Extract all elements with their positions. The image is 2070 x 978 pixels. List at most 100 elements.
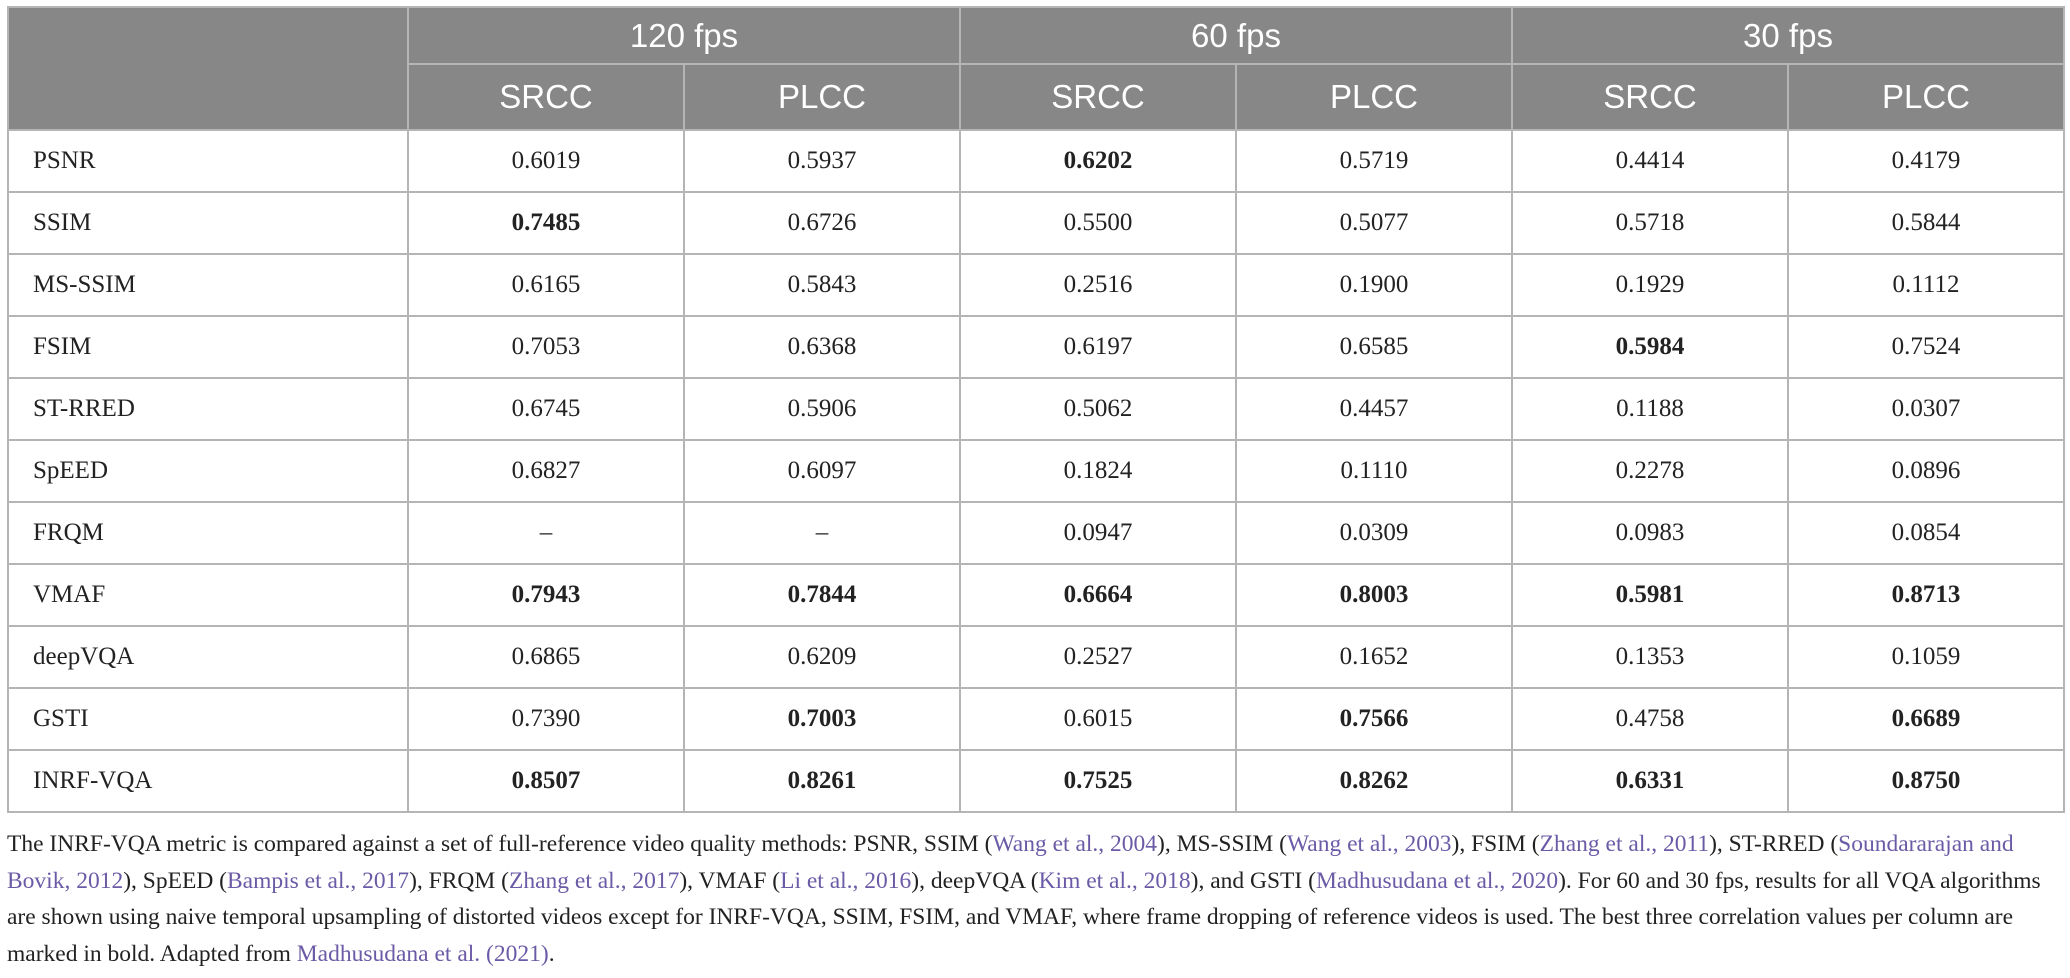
value: 0.5077 — [1339, 209, 1409, 236]
citation-link[interactable]: Zhang et al., 2011 — [1539, 831, 1710, 857]
table-row: MS-SSIM 0.6165 0.5843 0.2516 0.1900 0.1929 0.1… — [7, 253, 2065, 317]
value: 0.4179 — [1891, 147, 1961, 174]
citation-link[interactable]: Bampis et al., 2017 — [227, 867, 410, 894]
value-cell: 0.7844 — [683, 563, 961, 627]
bold-value: 0.8261 — [787, 767, 857, 794]
value: 0.1353 — [1615, 643, 1685, 670]
value-cell: 0.6197 — [959, 315, 1237, 379]
value: – — [815, 519, 829, 546]
citation-link[interactable]: Kim et al., 2018 — [1038, 867, 1191, 894]
citation-link[interactable]: Madhusudana et al., 2020 — [1315, 867, 1559, 894]
header-row: 120 fps 60 fps 30 fps — [7, 6, 2065, 131]
value: 0.6019 — [511, 147, 581, 174]
value: 0.0983 — [1615, 519, 1685, 546]
table-row: FSIM 0.7053 0.6368 0.6197 0.6585 0.5984 0.7524 — [7, 315, 2065, 379]
bold-value: 0.6689 — [1891, 705, 1961, 732]
value-cell: 0.7524 — [1787, 315, 2065, 379]
bold-value: 0.7485 — [511, 209, 581, 236]
value: 0.1929 — [1615, 271, 1685, 298]
row-label: SpEED — [7, 439, 409, 503]
value-cell: 0.4758 — [1511, 687, 1789, 751]
value: 0.6165 — [511, 271, 581, 298]
caption-text: ). For 60 and 30 fps, results for all VQ… — [7, 867, 2041, 967]
bold-value: 0.7003 — [787, 705, 857, 732]
citation-link[interactable]: Li et al., 2016 — [780, 867, 912, 894]
value: 0.5843 — [787, 271, 857, 298]
value: 0.7053 — [511, 333, 581, 360]
value-cell: 0.7566 — [1235, 687, 1513, 751]
value: 0.5718 — [1615, 209, 1685, 236]
caption-text: ), VMAF ( — [679, 867, 781, 894]
bold-value: 0.8003 — [1339, 581, 1409, 608]
value-cell: 0.2516 — [959, 253, 1237, 317]
value-cell: – — [683, 501, 961, 565]
group-header: 60 fps — [959, 6, 1513, 65]
citation-link[interactable]: Wang et al., 2004 — [992, 831, 1158, 857]
value-cell: 0.5062 — [959, 377, 1237, 441]
row-label: SSIM — [7, 191, 409, 255]
value-cell: 0.8261 — [683, 749, 961, 813]
value-cell: 0.6585 — [1235, 315, 1513, 379]
value-cell: 0.8713 — [1787, 563, 2065, 627]
value: 0.2516 — [1063, 271, 1133, 298]
value-cell: 0.5718 — [1511, 191, 1789, 255]
row-label: FRQM — [7, 501, 409, 565]
value: 0.0309 — [1339, 519, 1409, 546]
value-cell: 0.0896 — [1787, 439, 2065, 503]
value-cell: 0.6019 — [407, 129, 685, 193]
value: 0.7390 — [511, 705, 581, 732]
value: 0.6015 — [1063, 705, 1133, 732]
value-cell: 0.1929 — [1511, 253, 1789, 317]
value: 0.1112 — [1892, 271, 1960, 298]
bold-value: 0.5981 — [1615, 581, 1685, 608]
value-cell: 0.7943 — [407, 563, 685, 627]
value-cell: 0.6368 — [683, 315, 961, 379]
bold-value: 0.7943 — [511, 581, 581, 608]
value-cell: 0.8003 — [1235, 563, 1513, 627]
value-cell: 0.6097 — [683, 439, 961, 503]
sub-header: PLCC — [683, 63, 961, 131]
value: 0.2278 — [1615, 457, 1685, 484]
citation-link[interactable]: Wang et al., 2003 — [1286, 831, 1452, 857]
value: 0.6097 — [787, 457, 857, 484]
table-body: PSNR 0.6019 0.5937 0.6202 0.5719 0.4414 0.4179… — [7, 129, 2065, 813]
value-cell: 0.6015 — [959, 687, 1237, 751]
value-cell: 0.2527 — [959, 625, 1237, 689]
row-label: PSNR — [7, 129, 409, 193]
value: 0.5500 — [1063, 209, 1133, 236]
citation-link[interactable]: Zhang et al., 2017 — [509, 867, 680, 894]
citation-link[interactable]: Soundararajan and Bovik, 2012 — [7, 831, 2014, 894]
value-cell: – — [407, 501, 685, 565]
table-row: SSIM 0.7485 0.6726 0.5500 0.5077 0.5718 0.5844 — [7, 191, 2065, 255]
value-cell: 0.4414 — [1511, 129, 1789, 193]
sub-header: SRCC — [959, 63, 1237, 131]
value-cell: 0.1824 — [959, 439, 1237, 503]
value: 0.4414 — [1615, 147, 1685, 174]
caption-text: . — [548, 940, 555, 967]
value-cell: 0.0854 — [1787, 501, 2065, 565]
citation-link[interactable]: Madhusudana et al. (2021) — [296, 940, 549, 967]
bold-value: 0.7525 — [1063, 767, 1133, 794]
value: 0.6745 — [511, 395, 581, 422]
table-header: 120 fps 60 fps 30 fps SRCC PLCC SRCC PLCC SRCC P… — [7, 6, 2065, 131]
value: 0.0307 — [1891, 395, 1961, 422]
bold-value: 0.7844 — [787, 581, 857, 608]
value: 0.1652 — [1339, 643, 1409, 670]
row-label: ST-RRED — [7, 377, 409, 441]
value-cell: 0.1652 — [1235, 625, 1513, 689]
row-label: deepVQA — [7, 625, 409, 689]
value-cell: 0.7525 — [959, 749, 1237, 813]
value-cell: 0.5937 — [683, 129, 961, 193]
value-cell: 0.5077 — [1235, 191, 1513, 255]
caption-text: The INRF-VQA metric is compared against … — [7, 831, 993, 857]
value-cell: 0.6331 — [1511, 749, 1789, 813]
value-cell: 0.1059 — [1787, 625, 2065, 689]
value: 0.5906 — [787, 395, 857, 422]
bold-value: 0.8262 — [1339, 767, 1409, 794]
bold-value: 0.8713 — [1891, 581, 1961, 608]
value-cell: 0.2278 — [1511, 439, 1789, 503]
bold-value: 0.6664 — [1063, 581, 1133, 608]
caption-text: ), FRQM ( — [409, 867, 509, 894]
results-table: 120 fps 60 fps 30 fps SRCC PLCC SRCC PLCC SRCC P… — [7, 6, 2065, 813]
